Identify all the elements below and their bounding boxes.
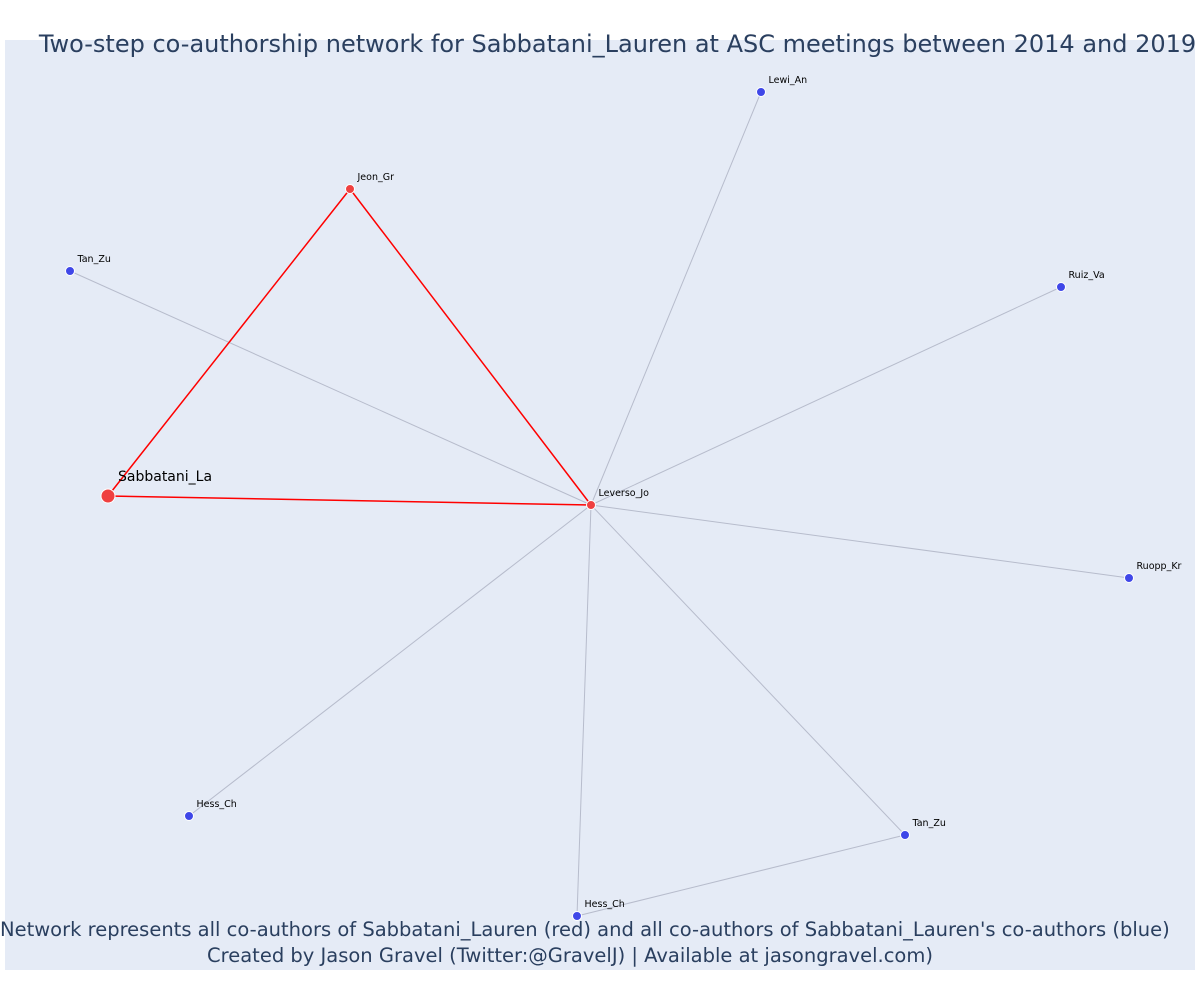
node-ruiz[interactable] (1056, 282, 1066, 292)
node-lewi[interactable] (756, 87, 766, 97)
edge-leverso-ruiz (590, 286, 1062, 506)
edge-leverso-tanzu1 (69, 270, 592, 506)
caption-line-2: Created by Jason Gravel (Twitter:@Gravel… (207, 944, 933, 967)
labels-layer: Sabbatani_La Jeon_Gr Leverso_Jo Lewi_An Tan_… (77, 75, 1182, 910)
edge-leverso-hess1 (188, 504, 592, 817)
node-label-sabbatani: Sabbatani_La (118, 469, 212, 485)
edge-leverso-tanzu2 (590, 504, 906, 836)
node-jeon[interactable] (345, 184, 355, 194)
node-sabbatani[interactable] (100, 488, 116, 504)
node-label-tanzu1: Tan_Zu (77, 254, 111, 265)
caption-line-1: Network represents all co-authors of Sab… (0, 918, 1170, 941)
node-label-ruiz: Ruiz_Va (1069, 270, 1105, 281)
node-label-hess2: Hess_Ch (585, 899, 625, 910)
edge-leverso-lewi (590, 91, 762, 506)
edge-sabbatani-leverso (107, 495, 592, 506)
node-ruopp[interactable] (1124, 573, 1134, 583)
node-label-lewi: Lewi_An (769, 75, 808, 86)
node-label-tanzu2: Tan_Zu (912, 818, 946, 829)
edge-tanzu2-hess2 (576, 834, 906, 917)
node-label-leverso: Leverso_Jo (599, 488, 650, 499)
edge-leverso-hess2 (576, 504, 592, 917)
edge-jeon-leverso (349, 188, 592, 506)
node-leverso[interactable] (586, 500, 596, 510)
node-hess2[interactable] (572, 911, 582, 921)
node-hess1[interactable] (184, 811, 194, 821)
edge-leverso-ruopp (590, 504, 1130, 579)
node-label-hess1: Hess_Ch (197, 799, 237, 810)
edge-sabbatani-jeon (107, 188, 351, 497)
chart-title: Two-step co-authorship network for Sabba… (38, 30, 1197, 58)
node-label-jeon: Jeon_Gr (357, 172, 395, 183)
node-label-ruopp: Ruopp_Kr (1137, 561, 1182, 572)
nodes-layer (65, 87, 1134, 921)
plot-area (5, 40, 1195, 970)
node-tanzu2[interactable] (900, 830, 910, 840)
edges-layer (69, 91, 1130, 917)
node-tanzu1[interactable] (65, 266, 75, 276)
